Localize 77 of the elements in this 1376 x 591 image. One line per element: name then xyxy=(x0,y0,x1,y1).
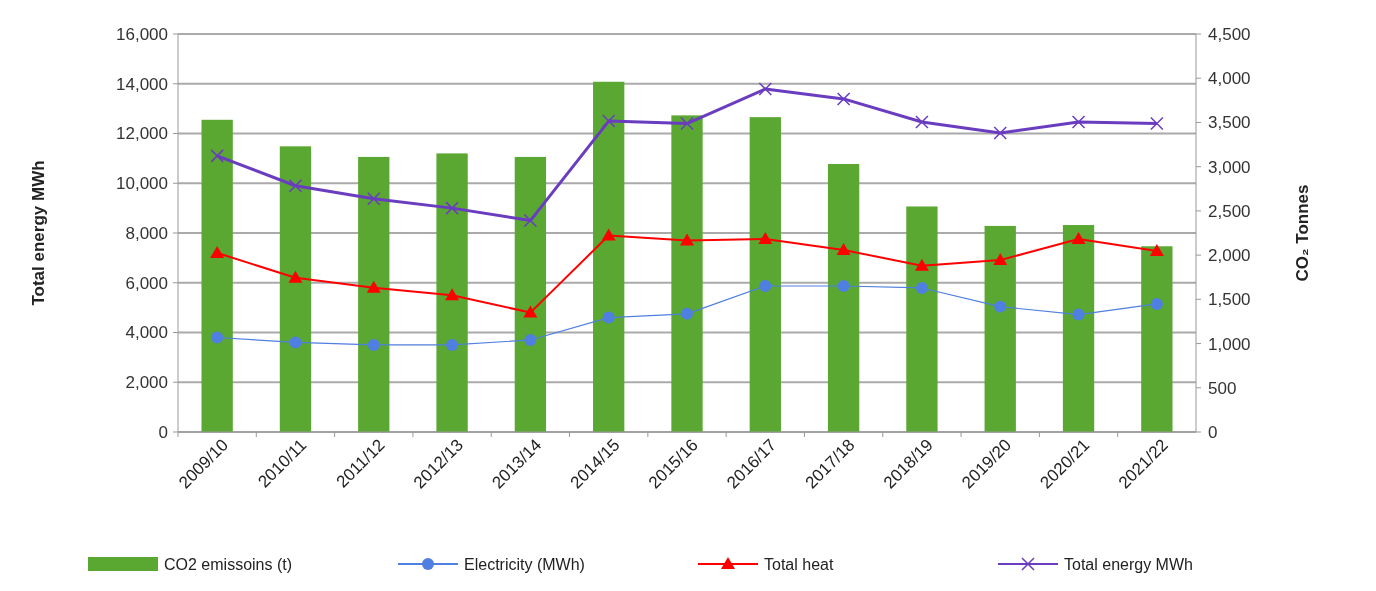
point xyxy=(1149,243,1164,256)
legend-label: CO2 emissoins (t) xyxy=(164,555,293,573)
point xyxy=(524,333,537,346)
point xyxy=(288,178,303,193)
point xyxy=(366,280,381,293)
point xyxy=(446,338,459,351)
legend-label: Total heat xyxy=(764,555,834,573)
y2-tick-label: 500 xyxy=(1208,378,1237,398)
point xyxy=(523,213,538,228)
point xyxy=(523,305,538,318)
point xyxy=(680,233,694,246)
point xyxy=(445,201,459,215)
point xyxy=(210,245,225,258)
y2-tick-label: 1,000 xyxy=(1208,334,1251,354)
point xyxy=(758,82,773,96)
bar xyxy=(593,81,625,432)
y-axis-title: Total energy MWh xyxy=(29,160,48,306)
point xyxy=(601,228,616,241)
point xyxy=(759,279,772,292)
bar xyxy=(436,153,468,432)
bar xyxy=(906,206,938,432)
bar xyxy=(827,164,860,432)
point xyxy=(836,242,851,255)
point xyxy=(915,281,928,294)
y-tick-label: 10,000 xyxy=(116,174,168,194)
point xyxy=(1072,308,1085,321)
bar xyxy=(984,225,1016,432)
y2-tick-label: 4,500 xyxy=(1208,24,1251,44)
y-tick-label: 12,000 xyxy=(116,124,168,144)
bar xyxy=(279,146,312,432)
point xyxy=(1071,115,1086,129)
y2-axis-title: CO₂ Tonnes xyxy=(1293,184,1312,282)
y-tick-label: 0 xyxy=(158,422,168,442)
point xyxy=(367,338,380,351)
bar xyxy=(514,156,547,432)
y-tick-label: 14,000 xyxy=(116,74,168,94)
point xyxy=(758,231,773,244)
y-tick-label: 2,000 xyxy=(125,373,168,393)
point xyxy=(602,311,615,324)
y2-tick-label: 4,000 xyxy=(1208,69,1251,89)
y2-tick-label: 3,000 xyxy=(1208,157,1251,177)
point xyxy=(993,126,1007,140)
bar xyxy=(671,115,703,432)
point xyxy=(915,115,929,129)
point xyxy=(1071,231,1086,244)
legend-label: Total energy MWh xyxy=(1064,555,1193,573)
y-tick-label: 6,000 xyxy=(125,273,168,293)
point xyxy=(445,288,460,301)
y-tick-label: 4,000 xyxy=(125,323,168,343)
point xyxy=(1150,297,1163,310)
bar xyxy=(749,117,781,432)
point xyxy=(914,258,929,271)
bar xyxy=(1141,246,1173,432)
point xyxy=(681,307,693,320)
point xyxy=(837,279,850,292)
point xyxy=(994,300,1007,313)
y2-tick-label: 3,500 xyxy=(1208,113,1251,133)
legend-label: Electricity (MWh) xyxy=(464,555,585,573)
y2-tick-label: 2,000 xyxy=(1208,246,1251,266)
point xyxy=(289,336,302,349)
point xyxy=(367,191,381,206)
point xyxy=(601,114,616,128)
point xyxy=(211,331,224,344)
point xyxy=(288,270,303,283)
point xyxy=(680,116,694,131)
point xyxy=(993,253,1008,266)
y-tick-label: 16,000 xyxy=(116,24,168,44)
bar xyxy=(1062,225,1095,432)
y2-tick-label: 0 xyxy=(1208,422,1218,442)
y2-tick-label: 1,500 xyxy=(1208,290,1251,310)
bar xyxy=(201,119,233,432)
bar xyxy=(358,156,390,432)
y-tick-label: 8,000 xyxy=(125,223,168,243)
point xyxy=(210,149,224,163)
point xyxy=(836,92,851,106)
point xyxy=(1150,116,1164,131)
y2-tick-label: 2,500 xyxy=(1208,201,1251,221)
